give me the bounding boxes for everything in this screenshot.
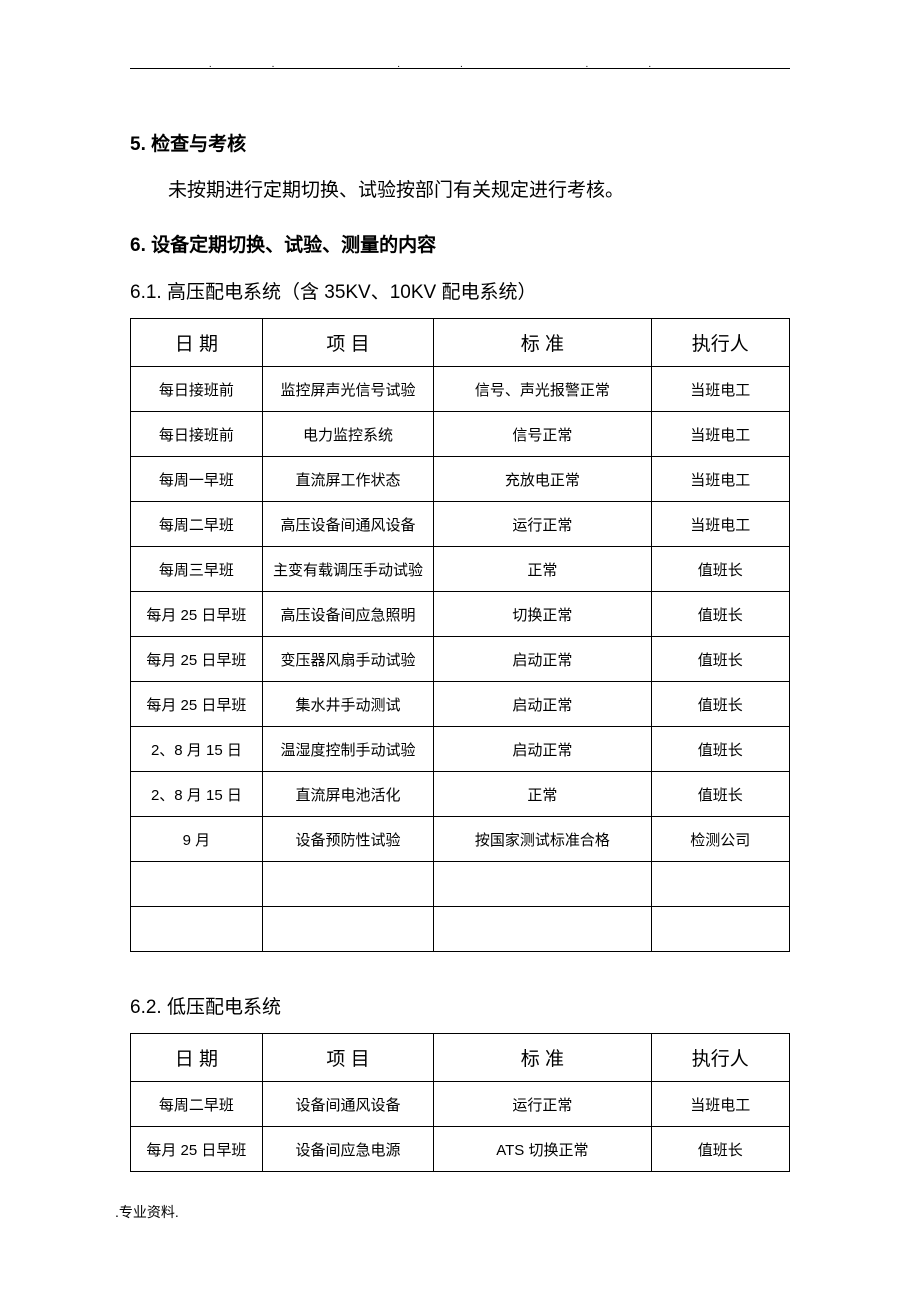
section6-heading: 6. 设备定期切换、试验、测量的内容 bbox=[130, 230, 790, 257]
cell-executor bbox=[651, 862, 789, 907]
cell-standard: 信号正常 bbox=[434, 412, 651, 457]
cell-standard: 切换正常 bbox=[434, 592, 651, 637]
table-header-row: 日 期 项 目 标 准 执行人 bbox=[131, 319, 790, 367]
cell-executor: 当班电工 bbox=[651, 367, 789, 412]
table-row: 每月 25 日早班设备间应急电源ATS 切换正常值班长 bbox=[131, 1127, 790, 1172]
cell-executor: 当班电工 bbox=[651, 502, 789, 547]
cell-date: 每周一早班 bbox=[131, 457, 263, 502]
cell-executor: 当班电工 bbox=[651, 1082, 789, 1127]
table-row: 2、8 月 15 日直流屏电池活化正常值班长 bbox=[131, 772, 790, 817]
table-6-2: 日 期 项 目 标 准 执行人 每周二早班设备间通风设备运行正常当班电工每月 2… bbox=[130, 1033, 790, 1172]
cell-date: 每周二早班 bbox=[131, 502, 263, 547]
cell-executor: 值班长 bbox=[651, 637, 789, 682]
cell-executor: 检测公司 bbox=[651, 817, 789, 862]
table-row: 每周二早班高压设备间通风设备运行正常当班电工 bbox=[131, 502, 790, 547]
header-dots: .. .. .. bbox=[130, 59, 790, 70]
cell-executor: 值班长 bbox=[651, 547, 789, 592]
cell-executor: 值班长 bbox=[651, 727, 789, 772]
table-row: 9 月设备预防性试验按国家测试标准合格检测公司 bbox=[131, 817, 790, 862]
col-date-header: 日 期 bbox=[131, 319, 263, 367]
cell-date: 2、8 月 15 日 bbox=[131, 772, 263, 817]
cell-item bbox=[262, 862, 433, 907]
section5-heading: 5. 检查与考核 bbox=[130, 129, 790, 156]
section6-2-heading: 6.2. 低压配电系统 bbox=[130, 992, 790, 1019]
cell-standard: 启动正常 bbox=[434, 682, 651, 727]
cell-item: 监控屏声光信号试验 bbox=[262, 367, 433, 412]
table-row bbox=[131, 862, 790, 907]
cell-executor: 当班电工 bbox=[651, 457, 789, 502]
cell-executor: 值班长 bbox=[651, 772, 789, 817]
table-row: 每日接班前电力监控系统信号正常当班电工 bbox=[131, 412, 790, 457]
cell-standard: 运行正常 bbox=[434, 1082, 651, 1127]
cell-item: 设备预防性试验 bbox=[262, 817, 433, 862]
cell-executor: 值班长 bbox=[651, 592, 789, 637]
table-row bbox=[131, 907, 790, 952]
cell-item: 设备间应急电源 bbox=[262, 1127, 433, 1172]
cell-executor bbox=[651, 907, 789, 952]
cell-date: 每月 25 日早班 bbox=[131, 1127, 263, 1172]
cell-item bbox=[262, 907, 433, 952]
cell-date: 每周二早班 bbox=[131, 1082, 263, 1127]
table-header-row: 日 期 项 目 标 准 执行人 bbox=[131, 1034, 790, 1082]
cell-item: 直流屏电池活化 bbox=[262, 772, 433, 817]
table-row: 每月 25 日早班高压设备间应急照明切换正常值班长 bbox=[131, 592, 790, 637]
table-row: 每周一早班直流屏工作状态充放电正常当班电工 bbox=[131, 457, 790, 502]
cell-date: 每日接班前 bbox=[131, 412, 263, 457]
cell-date: 每月 25 日早班 bbox=[131, 637, 263, 682]
cell-standard: 充放电正常 bbox=[434, 457, 651, 502]
cell-date bbox=[131, 907, 263, 952]
cell-standard: 运行正常 bbox=[434, 502, 651, 547]
cell-date: 每日接班前 bbox=[131, 367, 263, 412]
table-row: 2、8 月 15 日温湿度控制手动试验启动正常值班长 bbox=[131, 727, 790, 772]
cell-standard: 正常 bbox=[434, 547, 651, 592]
table-row: 每周三早班主变有载调压手动试验正常值班长 bbox=[131, 547, 790, 592]
table-row: 每周二早班设备间通风设备运行正常当班电工 bbox=[131, 1082, 790, 1127]
cell-standard bbox=[434, 862, 651, 907]
col-executor-header: 执行人 bbox=[651, 319, 789, 367]
col-date-header: 日 期 bbox=[131, 1034, 263, 1082]
table-row: 每月 25 日早班变压器风扇手动试验启动正常值班长 bbox=[131, 637, 790, 682]
cell-item: 集水井手动测试 bbox=[262, 682, 433, 727]
section6-1-heading: 6.1. 高压配电系统（含 35KV、10KV 配电系统） bbox=[130, 277, 790, 304]
col-standard-header: 标 准 bbox=[434, 319, 651, 367]
cell-item: 高压设备间应急照明 bbox=[262, 592, 433, 637]
cell-date bbox=[131, 862, 263, 907]
cell-item: 设备间通风设备 bbox=[262, 1082, 433, 1127]
cell-standard: 信号、声光报警正常 bbox=[434, 367, 651, 412]
col-executor-header: 执行人 bbox=[651, 1034, 789, 1082]
col-item-header: 项 目 bbox=[262, 1034, 433, 1082]
cell-item: 温湿度控制手动试验 bbox=[262, 727, 433, 772]
table-6-1: 日 期 项 目 标 准 执行人 每日接班前监控屏声光信号试验信号、声光报警正常当… bbox=[130, 318, 790, 952]
cell-standard: 启动正常 bbox=[434, 727, 651, 772]
cell-item: 变压器风扇手动试验 bbox=[262, 637, 433, 682]
cell-item: 电力监控系统 bbox=[262, 412, 433, 457]
cell-standard: 启动正常 bbox=[434, 637, 651, 682]
cell-executor: 当班电工 bbox=[651, 412, 789, 457]
cell-standard: 按国家测试标准合格 bbox=[434, 817, 651, 862]
cell-date: 每月 25 日早班 bbox=[131, 682, 263, 727]
cell-date: 每周三早班 bbox=[131, 547, 263, 592]
cell-standard bbox=[434, 907, 651, 952]
cell-standard: ATS 切换正常 bbox=[434, 1127, 651, 1172]
section5-body: 未按期进行定期切换、试验按部门有关规定进行考核。 bbox=[130, 176, 790, 206]
cell-executor: 值班长 bbox=[651, 682, 789, 727]
table-row: 每日接班前监控屏声光信号试验信号、声光报警正常当班电工 bbox=[131, 367, 790, 412]
cell-date: 2、8 月 15 日 bbox=[131, 727, 263, 772]
cell-item: 直流屏工作状态 bbox=[262, 457, 433, 502]
header-divider: .. .. .. bbox=[130, 68, 790, 69]
cell-item: 主变有载调压手动试验 bbox=[262, 547, 433, 592]
table-row: 每月 25 日早班集水井手动测试启动正常值班长 bbox=[131, 682, 790, 727]
col-standard-header: 标 准 bbox=[434, 1034, 651, 1082]
cell-date: 每月 25 日早班 bbox=[131, 592, 263, 637]
footer-text: .专业资料. bbox=[115, 1202, 179, 1222]
cell-item: 高压设备间通风设备 bbox=[262, 502, 433, 547]
col-item-header: 项 目 bbox=[262, 319, 433, 367]
cell-standard: 正常 bbox=[434, 772, 651, 817]
cell-executor: 值班长 bbox=[651, 1127, 789, 1172]
cell-date: 9 月 bbox=[131, 817, 263, 862]
